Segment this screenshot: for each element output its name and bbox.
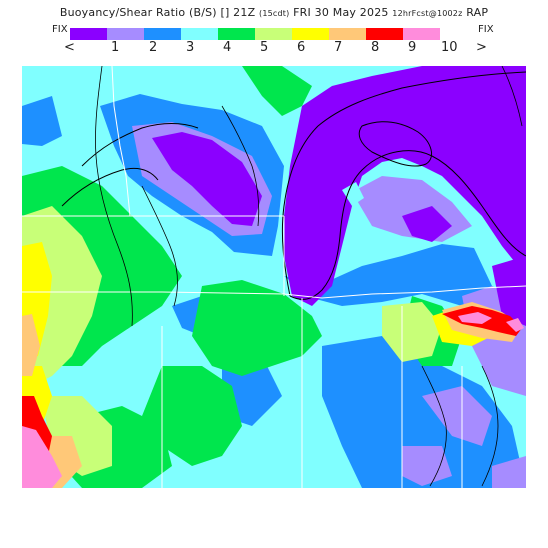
ratio-map-svg xyxy=(22,66,526,488)
color-legend-bar xyxy=(70,28,440,40)
legend-swatch-5 xyxy=(218,28,255,40)
legend-swatch-10 xyxy=(403,28,440,40)
legend-tick-8: 8 xyxy=(371,40,380,55)
legend-tick-4: 4 xyxy=(223,40,232,55)
legend-tick-9: 9 xyxy=(408,40,417,55)
legend-tick-5: 5 xyxy=(260,40,269,55)
legend-swatch-4 xyxy=(181,28,218,40)
lake-shorelines xyxy=(61,71,526,300)
legend-tick-7: 7 xyxy=(334,40,343,55)
legend-ticks: < 1 2 3 4 5 6 7 8 9 10 > xyxy=(62,40,492,56)
title-model: RAP xyxy=(466,6,489,19)
legend-tick-3: 3 xyxy=(186,40,195,55)
legend-less-than: < xyxy=(64,40,75,55)
legend-tick-6: 6 xyxy=(297,40,306,55)
title-forecast-time: (15cdt) xyxy=(259,9,290,18)
fix-right-label: FIX xyxy=(478,24,494,35)
field-cyan-pockets xyxy=(342,182,364,254)
title-main: Buoyancy/Shear Ratio (B/S) [] 21Z xyxy=(59,6,256,19)
ratio-map xyxy=(22,66,526,488)
title-init: 12hrFcst@1002z xyxy=(392,9,463,18)
legend-swatch-1 xyxy=(70,28,107,40)
title-date: FRI 30 May 2025 xyxy=(293,6,389,19)
legend-swatch-9 xyxy=(366,28,403,40)
legend-tick-2: 2 xyxy=(149,40,158,55)
legend-swatch-6 xyxy=(255,28,292,40)
field-pink-regions xyxy=(22,312,524,488)
legend-swatch-8 xyxy=(329,28,366,40)
chart-title: Buoyancy/Shear Ratio (B/S) [] 21Z (15cdt… xyxy=(0,6,548,19)
contour-lines xyxy=(95,66,523,487)
legend-tick-10: 10 xyxy=(441,40,458,55)
field-purple-regions xyxy=(152,66,526,326)
legend-swatch-7 xyxy=(292,28,329,40)
legend-tick-1: 1 xyxy=(111,40,120,55)
legend-swatch-2 xyxy=(107,28,144,40)
state-borders xyxy=(22,66,526,488)
legend-swatch-3 xyxy=(144,28,181,40)
fix-left-label: FIX xyxy=(52,24,68,35)
legend-greater-than: > xyxy=(476,40,487,55)
